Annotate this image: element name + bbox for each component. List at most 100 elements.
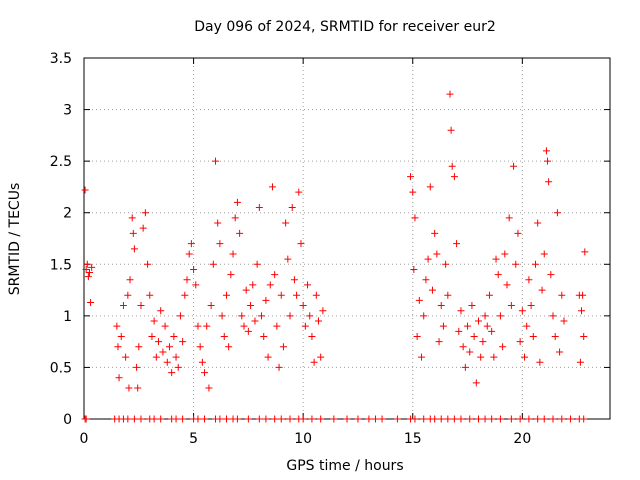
data-point xyxy=(483,322,491,330)
data-point xyxy=(179,338,187,346)
data-point xyxy=(411,415,419,423)
data-point xyxy=(172,415,180,423)
data-point xyxy=(297,240,305,248)
data-point xyxy=(266,281,274,289)
data-point xyxy=(284,255,292,263)
axis-ticks xyxy=(83,57,610,420)
y-tick-label: 1.5 xyxy=(50,257,72,273)
data-point xyxy=(262,296,270,304)
data-point xyxy=(185,250,193,258)
data-point xyxy=(225,343,233,351)
data-point xyxy=(475,415,482,423)
data-point xyxy=(233,415,241,423)
data-point xyxy=(271,415,279,423)
data-point xyxy=(545,178,553,186)
data-point xyxy=(251,317,259,325)
x-tick-label: 5 xyxy=(189,431,198,447)
y-tick-labels: 0 0.5 1 1.5 2 2.5 3 3.5 xyxy=(50,51,72,428)
data-point xyxy=(293,291,301,299)
data-point xyxy=(286,415,294,423)
data-point xyxy=(187,240,195,248)
data-point xyxy=(295,188,303,196)
data-point xyxy=(437,415,445,423)
data-point xyxy=(547,271,555,279)
data-point xyxy=(481,415,489,423)
data-point xyxy=(553,209,561,217)
data-point xyxy=(253,260,261,268)
data-point xyxy=(282,219,290,227)
data-point xyxy=(137,415,145,423)
data-point xyxy=(148,332,156,340)
data-point xyxy=(260,332,268,340)
y-tick-label: 3.5 xyxy=(50,51,72,67)
data-point xyxy=(444,415,452,423)
data-point xyxy=(144,260,152,268)
data-point xyxy=(444,291,452,299)
data-point xyxy=(447,126,455,134)
x-tick-label: 15 xyxy=(404,431,422,447)
data-point xyxy=(240,322,248,330)
data-point xyxy=(238,312,246,320)
data-point xyxy=(466,348,474,356)
data-point xyxy=(165,343,173,351)
data-point xyxy=(514,229,522,237)
data-point xyxy=(84,273,92,281)
data-point xyxy=(157,415,165,423)
data-point xyxy=(453,240,461,248)
data-point xyxy=(317,415,325,423)
data-point xyxy=(126,276,134,284)
data-point xyxy=(551,332,559,340)
data-point xyxy=(525,415,533,423)
data-point xyxy=(122,353,130,361)
y-tick-label: 2 xyxy=(63,206,72,222)
data-point xyxy=(201,369,209,377)
data-point xyxy=(466,415,474,423)
data-point xyxy=(119,302,127,310)
data-point xyxy=(205,384,213,392)
data-point xyxy=(499,343,507,351)
data-point xyxy=(516,415,524,423)
data-point xyxy=(198,358,206,366)
data-point xyxy=(277,415,285,423)
data-point xyxy=(317,353,325,361)
data-point xyxy=(534,219,542,227)
grid-lines xyxy=(84,58,610,419)
data-point xyxy=(468,302,476,310)
y-tick-label: 2.5 xyxy=(50,154,72,170)
data-point xyxy=(192,281,200,289)
data-point xyxy=(299,302,307,310)
data-point xyxy=(203,322,211,330)
data-point xyxy=(85,269,93,277)
data-point xyxy=(172,353,180,361)
data-point xyxy=(114,343,122,351)
data-point xyxy=(439,322,447,330)
data-point xyxy=(507,302,515,310)
data-point xyxy=(457,415,465,423)
data-point xyxy=(183,276,191,284)
data-point xyxy=(227,271,235,279)
data-point xyxy=(135,343,143,351)
data-point xyxy=(479,338,487,346)
data-point xyxy=(431,415,439,423)
data-point xyxy=(393,415,401,423)
data-point xyxy=(536,358,544,366)
data-point xyxy=(558,291,566,299)
data-point xyxy=(133,363,141,371)
data-point xyxy=(549,415,557,423)
data-point xyxy=(507,415,515,423)
data-point xyxy=(531,260,539,268)
data-point xyxy=(556,348,564,356)
data-point xyxy=(426,183,434,191)
data-point xyxy=(247,302,255,310)
data-point xyxy=(255,204,263,212)
data-point xyxy=(157,307,165,315)
data-point xyxy=(365,415,373,423)
data-point xyxy=(464,322,472,330)
data-point xyxy=(306,312,314,320)
data-point xyxy=(279,343,287,351)
data-point xyxy=(273,322,281,330)
data-point xyxy=(271,271,279,279)
data-point xyxy=(130,245,138,253)
data-point xyxy=(113,322,121,330)
data-point xyxy=(209,260,217,268)
